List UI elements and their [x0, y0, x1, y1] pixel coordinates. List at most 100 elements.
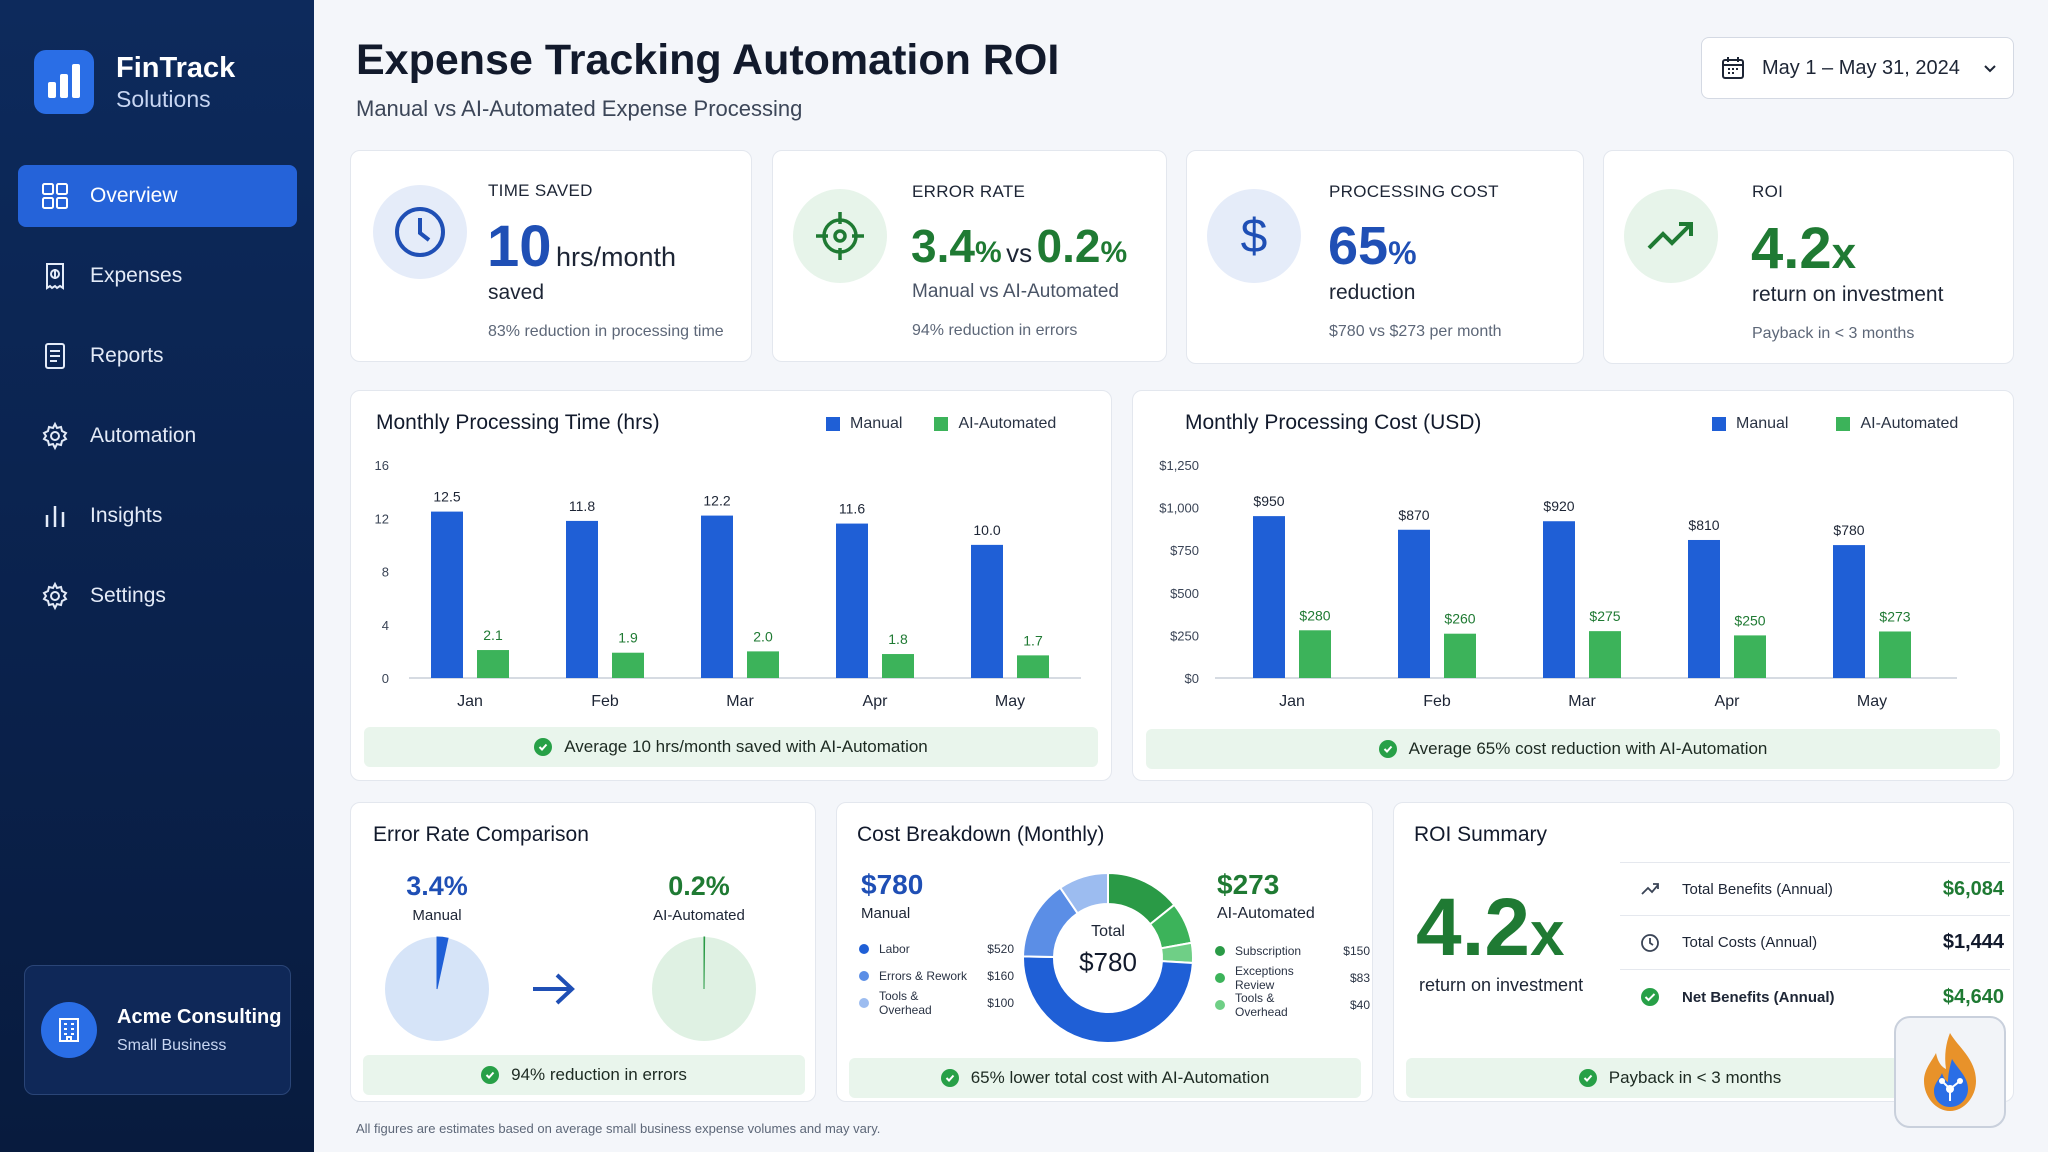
kpi-card-error-rate: ERROR RATE 3.4% vs 0.2% Manual vs AI-Aut… — [772, 150, 1167, 362]
sidebar-item-expenses[interactable]: Expenses — [18, 245, 297, 307]
account-card[interactable]: Acme Consulting Small Business — [24, 965, 291, 1095]
bar-manual[interactable] — [701, 515, 733, 678]
legend-row: Tools & Overhead $100 — [859, 989, 1014, 1017]
sidebar-item-automation[interactable]: Automation — [18, 405, 297, 467]
kpi-note: Payback in < 3 months — [1752, 325, 1915, 342]
x-tick-label: Jan — [457, 693, 483, 710]
bar-manual[interactable] — [566, 520, 598, 678]
roi-row-total-costs: Total Costs (Annual) $1,444 — [1620, 916, 2010, 970]
legend-swatch-auto — [934, 417, 949, 431]
chart-title: Monthly Processing Cost (USD) — [1185, 411, 1482, 434]
chart-legend[interactable]: Manual AI-Automated — [1712, 415, 1990, 433]
bar-manual[interactable] — [971, 544, 1003, 678]
sidebar-item-insights[interactable]: Insights — [18, 485, 297, 547]
chart-banner: Average 65% cost reduction with AI-Autom… — [1146, 729, 2000, 769]
bar-automated[interactable] — [1589, 631, 1621, 678]
roi-row-net-benefits: Net Benefits (Annual) $4,640 — [1620, 970, 2010, 1024]
manual-error-value: 3.4% — [406, 871, 468, 901]
manual-cost-total: $780 — [861, 869, 924, 900]
kpi-label: TIME SAVED — [488, 181, 593, 200]
sidebar-item-label: Reports — [90, 344, 164, 367]
sidebar-item-reports[interactable]: Reports — [18, 325, 297, 387]
panel-title: Error Rate Comparison — [373, 823, 589, 846]
bar-manual[interactable] — [1833, 545, 1865, 678]
data-label-automated: $273 — [1879, 608, 1910, 624]
x-tick-label: May — [1857, 693, 1887, 710]
y-tick-label: 4 — [382, 618, 389, 633]
bar-automated[interactable] — [612, 652, 644, 678]
chart-panel-processing-time: Monthly Processing Time (hrs) Manual AI-… — [350, 390, 1112, 781]
check-icon — [940, 1069, 959, 1087]
roi-value: 4.2x — [1416, 882, 1565, 973]
legend-swatch-manual — [826, 417, 840, 431]
bar-manual[interactable] — [431, 511, 463, 678]
bar-manual[interactable] — [1543, 521, 1575, 678]
processing-time-bar-chart: 0 4 8 12 16 12.5 2.1 Jan 11.8 1.9 Feb 12.2 2.0 Mar 11.… — [375, 458, 1081, 710]
data-label-manual: 12.2 — [703, 493, 730, 509]
legend-label: AI-Automated — [958, 415, 1057, 432]
sidebar-item-label: Automation — [90, 424, 197, 447]
donut-center — [1055, 905, 1161, 1011]
roi-desc: return on investment — [1419, 975, 1584, 995]
y-tick-label: 8 — [382, 565, 389, 580]
kpi-desc: Manual vs AI-Automated — [912, 281, 1119, 302]
bar-automated[interactable] — [1017, 655, 1049, 678]
data-label-manual: $950 — [1253, 493, 1284, 509]
chart-banner: 94% reduction in errors — [363, 1055, 805, 1095]
bar-automated[interactable] — [1734, 635, 1766, 678]
bar-automated[interactable] — [882, 654, 914, 678]
bar-manual[interactable] — [1398, 529, 1430, 678]
bar-automated[interactable] — [477, 650, 509, 678]
bar-manual[interactable] — [1253, 516, 1285, 678]
bar-automated[interactable] — [1444, 633, 1476, 678]
chart-banner: Average 10 hrs/month saved with AI-Autom… — [364, 727, 1098, 767]
cost-breakdown-panel: Cost Breakdown (Monthly) $780 Manual $27… — [836, 802, 1373, 1102]
y-tick-label: $500 — [1170, 586, 1199, 601]
brand[interactable]: FinTrack Solutions — [34, 50, 235, 114]
sidebar-item-overview[interactable]: Overview — [18, 165, 297, 227]
fintrack-logo-icon — [34, 50, 94, 114]
data-label-manual: $870 — [1398, 507, 1429, 523]
kpi-note: 83% reduction in processing time — [488, 323, 724, 340]
manual-error-label: Manual — [412, 907, 462, 924]
x-tick-label: Feb — [1423, 693, 1451, 710]
footnote: All figures are estimates based on avera… — [356, 1121, 881, 1136]
chart-legend[interactable]: Manual AI-Automated — [826, 415, 1088, 433]
kpi-note: 94% reduction in errors — [912, 322, 1078, 339]
error-rate-pies — [385, 936, 756, 1041]
data-label-manual: $780 — [1833, 522, 1864, 538]
data-label-manual: $920 — [1543, 498, 1574, 514]
bar-manual[interactable] — [836, 523, 868, 678]
assistant-logo-icon[interactable] — [1894, 1016, 2006, 1128]
bar-automated[interactable] — [747, 651, 779, 678]
data-label-automated: 1.9 — [618, 630, 638, 646]
brand-name: FinTrack — [116, 52, 236, 84]
auto-cost-legend: Subscription $150 Exceptions Review $83 To… — [1215, 937, 1370, 1019]
check-icon — [1378, 740, 1397, 758]
donut-center-value: $780 — [1079, 947, 1137, 977]
bar-chart-icon — [45, 506, 65, 527]
legend-swatch-auto — [1836, 417, 1851, 431]
pie-manual-slice[interactable] — [436, 936, 449, 990]
pie-automated-slice[interactable] — [703, 936, 706, 990]
data-label-manual: $810 — [1688, 517, 1719, 533]
kpi-card-roi: ROI 4.2x return on investment Payback in… — [1603, 150, 2014, 364]
bar-automated[interactable] — [1299, 630, 1331, 678]
date-range-picker[interactable]: May 1 – May 31, 2024 — [1701, 37, 2014, 99]
sidebar-item-settings[interactable]: Settings — [18, 565, 297, 627]
chevron-down-icon — [1984, 65, 1996, 73]
data-label-automated: $275 — [1589, 608, 1620, 624]
roi-summary-panel: ROI Summary 4.2x return on investment Pa… — [1393, 802, 2014, 1102]
settings-icon — [42, 581, 68, 611]
chart-banner: 65% lower total cost with AI-Automation — [849, 1058, 1361, 1098]
y-tick-label: $0 — [1185, 671, 1199, 686]
data-label-automated: 1.8 — [888, 631, 908, 647]
banner-text: 65% lower total cost with AI-Automation — [970, 1068, 1270, 1087]
bar-automated[interactable] — [1879, 631, 1911, 678]
data-label-automated: 2.1 — [483, 627, 503, 643]
x-tick-label: Apr — [1715, 693, 1741, 710]
donut-slice-manual[interactable] — [1022, 955, 1194, 1044]
donut-slice-manual[interactable] — [1058, 871, 1109, 915]
bar-manual[interactable] — [1688, 539, 1720, 678]
legend-row: Tools & Overhead $40 — [1215, 991, 1370, 1019]
